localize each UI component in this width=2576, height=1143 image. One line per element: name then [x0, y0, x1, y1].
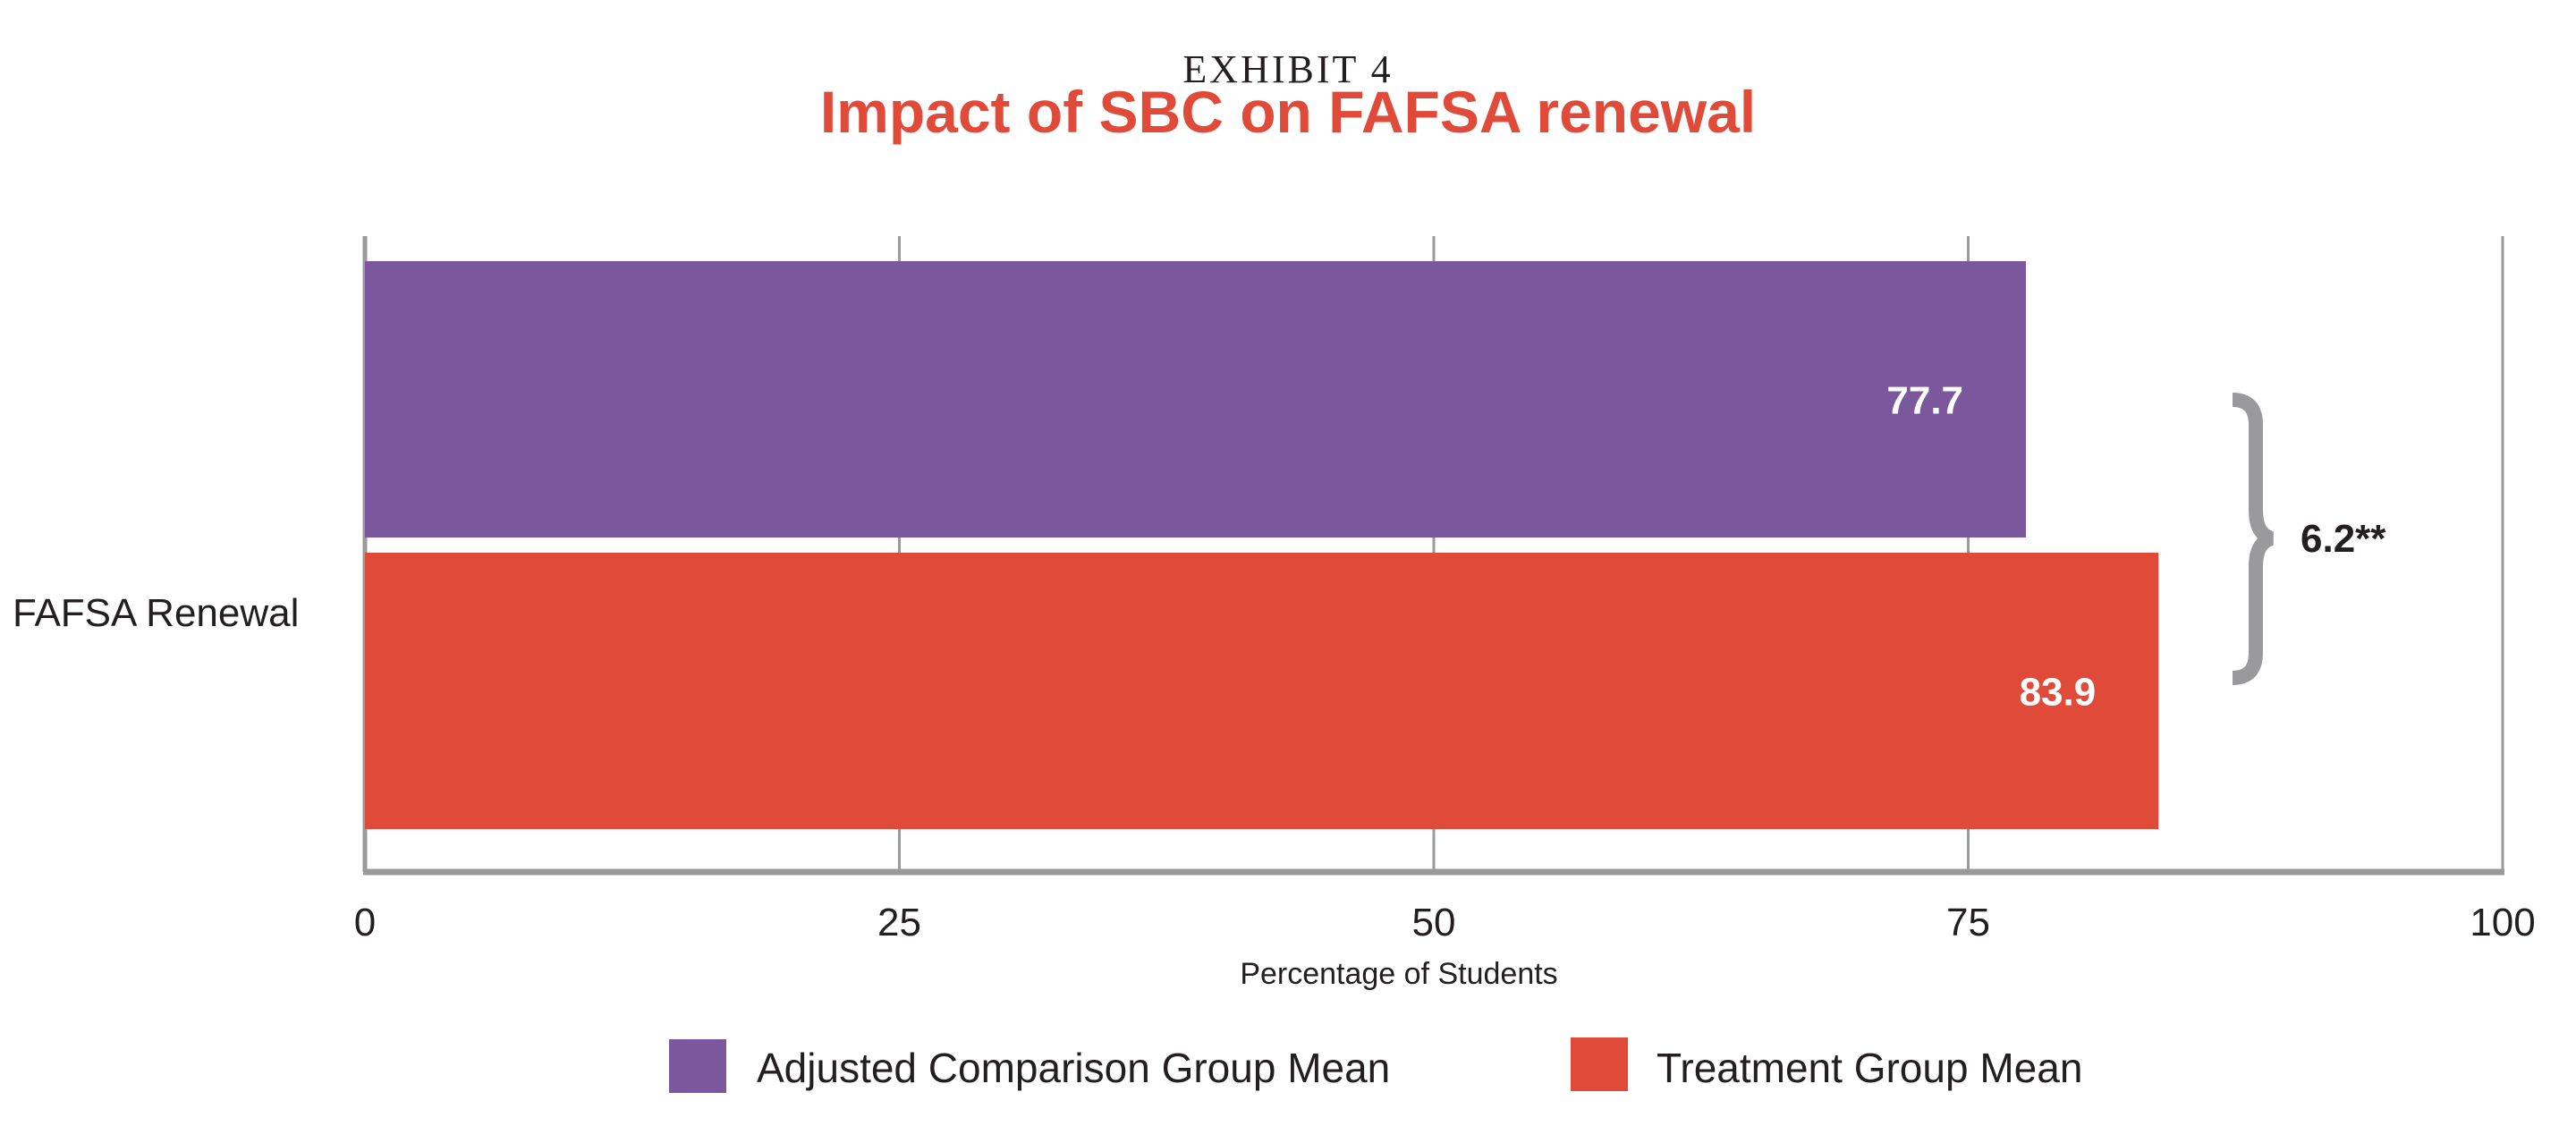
x-tick-label: 75 — [1946, 901, 1990, 944]
bars: 77.7 83.9 — [365, 261, 2159, 829]
legend-swatch-comparison — [669, 1039, 726, 1093]
x-tick-label: 50 — [1412, 901, 1456, 944]
legend-label-treatment: Treatment Group Mean — [1657, 1045, 2082, 1091]
x-axis: 0 25 50 75 100 — [354, 868, 2536, 944]
difference-brace — [2232, 393, 2275, 685]
legend: Adjusted Comparison Group Mean Treatment… — [669, 1037, 2082, 1093]
x-axis-title: Percentage of Students — [1240, 957, 1557, 991]
difference-label: 6.2** — [2301, 517, 2386, 561]
bar-value-label: 83.9 — [2020, 671, 2097, 715]
x-tick-label: 25 — [877, 901, 921, 944]
legend-label-comparison: Adjusted Comparison Group Mean — [757, 1045, 1390, 1091]
chart-supertitle: EXHIBIT 4 — [1182, 47, 1393, 91]
chart-title: Impact of SBC on FAFSA renewal — [820, 79, 1756, 145]
legend-swatch-treatment — [1571, 1037, 1628, 1091]
bar-treatment — [365, 553, 2159, 829]
bar-comparison — [365, 261, 2027, 538]
category-label: FAFSA Renewal — [13, 591, 299, 635]
x-tick-label: 0 — [354, 901, 376, 944]
bar-value-label: 77.7 — [1886, 379, 1963, 423]
x-tick-label: 100 — [2470, 901, 2535, 944]
